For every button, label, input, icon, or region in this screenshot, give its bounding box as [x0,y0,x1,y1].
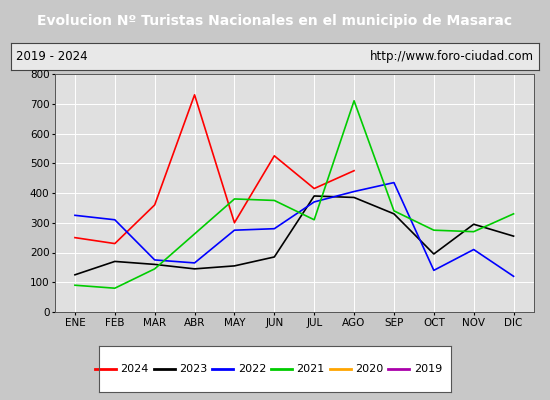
Text: 2024: 2024 [120,364,149,374]
Text: 2019 - 2024: 2019 - 2024 [16,50,88,63]
Text: Evolucion Nº Turistas Nacionales en el municipio de Masarac: Evolucion Nº Turistas Nacionales en el m… [37,14,513,28]
Text: 2019: 2019 [414,364,442,374]
Text: http://www.foro-ciudad.com: http://www.foro-ciudad.com [370,50,534,63]
Text: 2023: 2023 [179,364,207,374]
Text: 2020: 2020 [355,364,383,374]
Text: 2021: 2021 [296,364,325,374]
Text: 2022: 2022 [238,364,266,374]
